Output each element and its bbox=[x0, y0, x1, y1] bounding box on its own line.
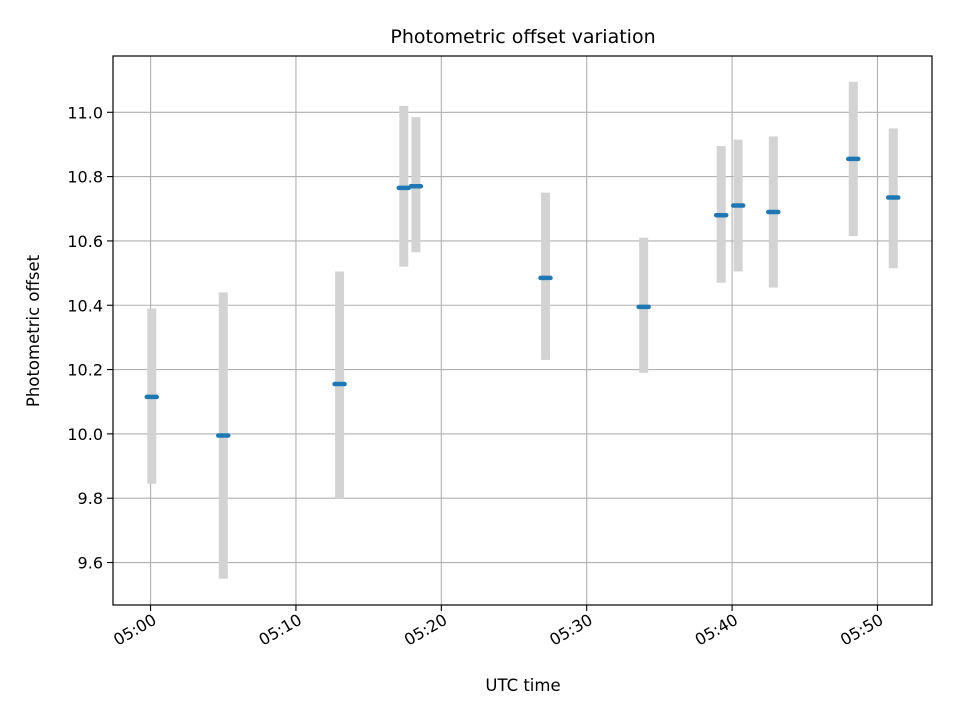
y-tick-label: 9.6 bbox=[78, 554, 103, 573]
y-tick-label: 9.8 bbox=[78, 489, 103, 508]
y-tick-label: 10.4 bbox=[67, 296, 103, 315]
y-tick-label: 11.0 bbox=[67, 103, 103, 122]
chart-title: Photometric offset variation bbox=[390, 26, 655, 48]
y-axis-ticks: 9.6 9.8 10.0 10.2 10.4 10.6 10.8 11.0 bbox=[67, 103, 113, 573]
y-tick-label: 10.6 bbox=[67, 232, 103, 251]
data-points bbox=[144, 156, 901, 438]
x-axis-label: UTC time bbox=[485, 676, 560, 695]
y-tick-label: 10.0 bbox=[67, 425, 103, 444]
y-tick-label: 10.2 bbox=[67, 361, 103, 380]
plot-frame bbox=[112, 55, 933, 606]
y-tick-label: 10.8 bbox=[67, 168, 103, 187]
grid bbox=[113, 56, 932, 605]
y-axis-label: Photometric offset bbox=[24, 254, 43, 407]
